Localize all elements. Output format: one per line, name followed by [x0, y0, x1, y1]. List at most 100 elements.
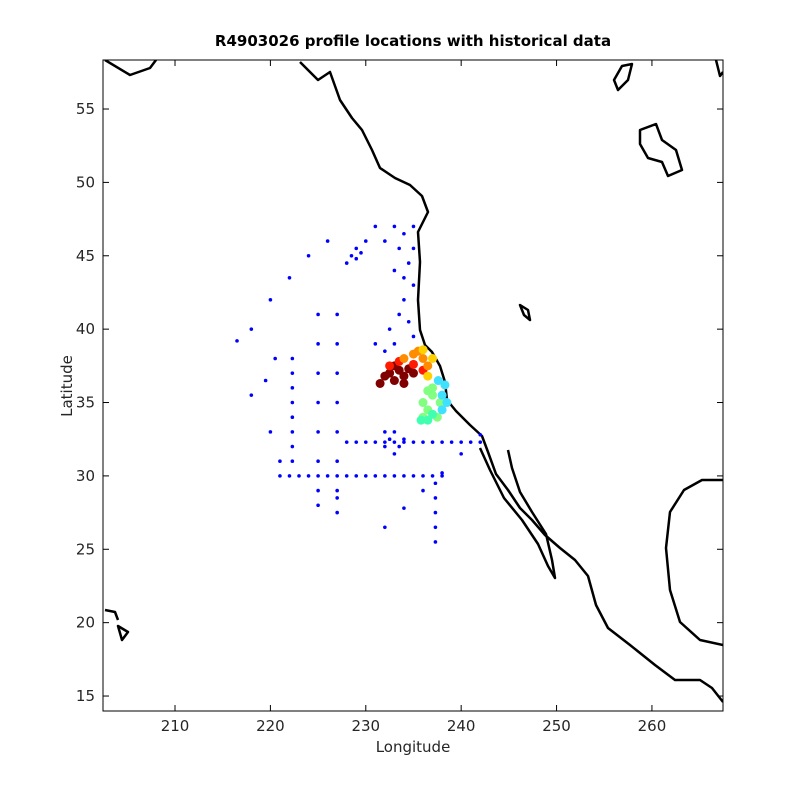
profile-marker	[344, 440, 349, 444]
y-tick-label: 35	[76, 394, 95, 412]
profile-marker	[290, 444, 295, 449]
profile-marker	[418, 398, 428, 408]
profile-marker	[459, 440, 463, 444]
x-tick-label: 210	[161, 717, 190, 735]
profile-marker	[278, 459, 282, 464]
profile-marker	[354, 246, 359, 251]
profile-marker	[418, 345, 428, 355]
profile-marker	[363, 239, 368, 243]
profile-marker	[478, 433, 483, 437]
profile-marker	[363, 440, 368, 444]
profile-marker	[363, 474, 368, 478]
profile-marker	[440, 474, 444, 478]
profile-marker	[335, 371, 339, 375]
profile-marker	[235, 339, 239, 343]
profile-marker	[397, 246, 401, 251]
x-tick-label: 220	[256, 717, 285, 735]
profile-marker	[249, 393, 254, 397]
profile-marker	[402, 297, 406, 302]
y-tick-label: 55	[76, 100, 95, 118]
profile-marker	[418, 353, 428, 363]
profile-marker	[406, 261, 411, 265]
profile-marker	[335, 459, 339, 464]
profile-marker	[268, 430, 273, 434]
profile-marker	[433, 376, 443, 386]
x-tick-label: 250	[542, 717, 571, 735]
profile-marker	[354, 256, 359, 261]
profile-marker	[411, 474, 416, 478]
profile-marker	[402, 231, 406, 236]
profile-marker	[316, 342, 320, 346]
profile-marker	[421, 440, 425, 444]
profile-marker	[373, 224, 378, 229]
profile-marker	[392, 474, 397, 478]
profile-marker	[383, 430, 387, 434]
profile-marker	[249, 327, 254, 331]
y-tick-label: 50	[76, 173, 95, 191]
profile-marker	[344, 261, 349, 265]
profile-marker	[392, 342, 397, 346]
profile-marker	[397, 312, 401, 317]
profile-marker	[402, 440, 406, 444]
profile-marker	[383, 440, 387, 444]
profile-marker	[440, 440, 444, 444]
profile-marker	[290, 386, 295, 390]
y-tick-label: 20	[76, 614, 95, 632]
profile-marker	[354, 474, 359, 478]
profile-marker	[290, 459, 295, 464]
profile-marker	[335, 510, 339, 515]
profile-marker	[392, 430, 397, 434]
profile-marker	[440, 471, 444, 475]
profile-marker	[433, 481, 438, 486]
profile-marker	[411, 334, 416, 339]
x-axis-label: Longitude	[376, 738, 451, 756]
profile-marker	[335, 312, 339, 317]
profile-marker	[383, 444, 387, 449]
x-tick-label: 230	[351, 717, 380, 735]
profile-marker	[440, 380, 450, 390]
profile-marker	[399, 371, 409, 381]
profile-marker	[416, 415, 426, 425]
profile-marker	[402, 275, 406, 280]
y-tick-label: 25	[76, 540, 95, 558]
profile-marker	[442, 398, 452, 408]
profile-marker	[335, 342, 339, 346]
profile-marker	[428, 409, 438, 419]
profile-marker	[278, 474, 282, 478]
profile-marker	[273, 356, 277, 361]
profile-marker	[433, 525, 438, 530]
profile-marker	[385, 361, 395, 371]
profile-marker	[408, 359, 418, 369]
profile-marker	[392, 440, 397, 444]
profile-marker	[437, 390, 447, 400]
profile-marker	[423, 386, 433, 396]
profile-marker	[389, 376, 399, 386]
profile-marker	[392, 224, 397, 229]
profile-marker	[290, 400, 295, 405]
profile-marker	[433, 496, 438, 500]
profile-marker	[383, 349, 387, 353]
profile-marker	[478, 440, 483, 444]
y-axis-label: Latitude	[58, 355, 76, 417]
profile-marker	[316, 400, 320, 405]
profile-marker	[316, 474, 320, 478]
profile-marker	[411, 283, 416, 287]
profile-marker	[397, 444, 401, 449]
profile-marker	[428, 353, 438, 363]
profile-marker	[335, 400, 339, 405]
profile-marker	[437, 405, 447, 415]
profile-marker	[335, 496, 339, 500]
y-tick-label: 45	[76, 247, 95, 265]
profile-marker	[263, 378, 268, 383]
profile-marker	[373, 440, 378, 444]
profile-marker	[287, 275, 292, 280]
profile-marker	[411, 246, 416, 251]
profile-marker	[290, 430, 295, 434]
profile-marker	[383, 525, 387, 530]
profile-marker	[411, 440, 416, 444]
profile-marker	[423, 371, 433, 381]
profile-marker	[316, 488, 320, 493]
profile-marker	[468, 440, 473, 444]
profile-marker	[335, 474, 339, 478]
